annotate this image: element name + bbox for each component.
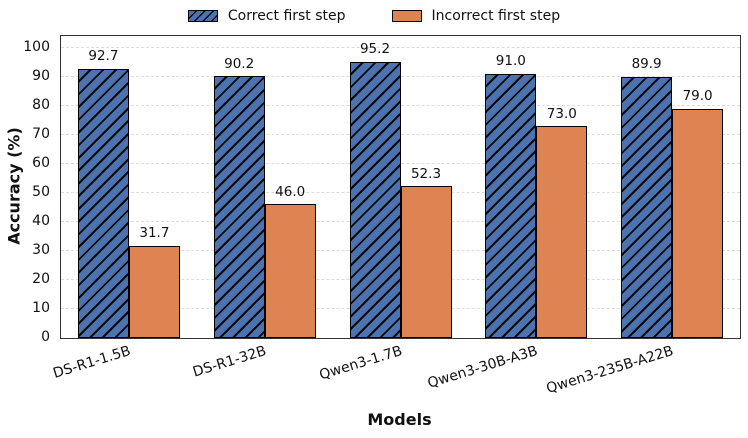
legend-swatch-icon — [187, 10, 218, 22]
y-tick-label: 100 — [23, 38, 50, 55]
bar-value-label: 92.7 — [88, 48, 119, 65]
y-tick-label: 70 — [32, 125, 50, 142]
y-tick-label: 60 — [32, 154, 50, 171]
chart-legend: Correct first step Incorrect first step — [0, 3, 748, 29]
y-axis-ticks: 0 10 20 30 40 50 60 70 80 90 100 — [0, 35, 50, 344]
bar-incorrect — [400, 186, 452, 338]
legend-item-incorrect: Incorrect first step — [391, 8, 561, 24]
gridline — [61, 104, 740, 106]
bar-incorrect — [128, 245, 180, 338]
bar-value-label: 46.0 — [275, 183, 306, 200]
x-tick-label: Qwen3-1.7B — [317, 343, 404, 384]
x-tick-label: DS-R1-1.5B — [50, 343, 133, 382]
legend-label: Incorrect first step — [431, 8, 561, 24]
y-tick-label: 50 — [32, 183, 50, 200]
legend-item-correct: Correct first step — [187, 8, 346, 24]
x-axis-ticks: DS-R1-1.5B DS-R1-32B Qwen3-1.7B Qwen3-30B-A… — [51, 339, 739, 403]
bar-value-label: 91.0 — [495, 53, 526, 70]
bar-correct — [213, 76, 265, 338]
y-tick-label: 30 — [32, 241, 50, 258]
y-tick-label: 10 — [32, 299, 50, 316]
bar-value-label: 52.3 — [410, 165, 442, 182]
x-tick-label: DS-R1-32B — [190, 343, 269, 381]
bar-value-label: 90.2 — [224, 55, 255, 72]
bar-correct — [77, 68, 129, 338]
bar-value-label: 73.0 — [546, 105, 577, 122]
bar-incorrect — [672, 108, 724, 338]
gridline — [61, 162, 740, 164]
legend-swatch-icon — [391, 10, 422, 22]
bar-value-label: 95.2 — [359, 41, 391, 58]
bar-value-label: 31.7 — [139, 225, 170, 242]
gridline — [61, 46, 740, 48]
y-tick-label: 90 — [32, 67, 50, 84]
bar-correct — [621, 76, 673, 338]
y-tick-label: 80 — [32, 96, 50, 113]
plot-area: 92.7 31.7 90.2 46.0 95.2 52.3 91.0 73.0 89.9 79.0 — [60, 35, 741, 339]
bar-value-label: 79.0 — [682, 88, 713, 105]
bar-correct — [349, 61, 401, 338]
x-tick-label: Qwen3-235B-A22B — [544, 343, 676, 397]
y-tick-label: 40 — [32, 212, 50, 229]
bar-incorrect — [264, 204, 316, 338]
x-tick-label: Qwen3-30B-A3B — [425, 343, 540, 392]
legend-label: Correct first step — [227, 8, 346, 24]
gridline — [61, 75, 740, 77]
y-tick-label: 0 — [41, 329, 50, 345]
bar-incorrect — [536, 126, 588, 338]
gridline — [61, 133, 740, 135]
bar-value-label: 89.9 — [631, 56, 662, 73]
y-tick-label: 20 — [32, 270, 50, 287]
bar-correct — [485, 73, 537, 338]
x-axis-label: Models — [367, 410, 432, 429]
